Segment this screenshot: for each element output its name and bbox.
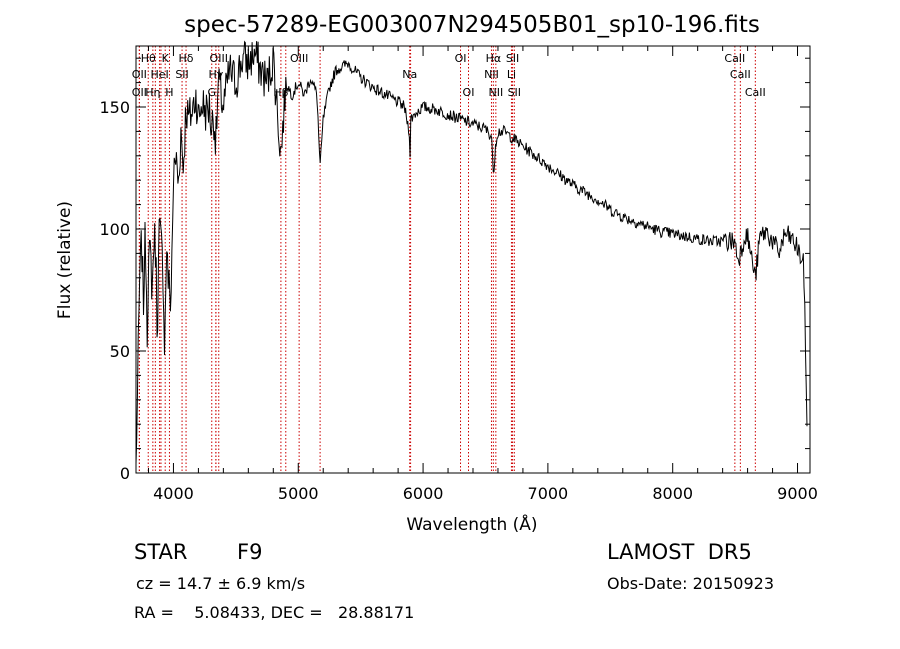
spectrum-line — [135, 40, 808, 464]
line-label: Hη — [145, 86, 160, 99]
line-label: OI — [463, 86, 475, 99]
coordinates: RA = 5.08433, DEC = 28.88171 — [134, 603, 415, 622]
y-axis-ticks: 0 50 100 150 — [99, 57, 810, 483]
redshift-value: cz = 14.7 ± 6.9 km/s — [136, 574, 306, 593]
x-tick-label: 5000 — [278, 484, 319, 503]
line-label: CaII — [745, 86, 766, 99]
line-label: OI — [455, 52, 467, 65]
line-label: CaII — [730, 68, 751, 81]
line-label: Hθ — [141, 52, 156, 65]
line-label: K — [162, 52, 170, 65]
x-axis-label: Wavelength (Å) — [406, 513, 537, 535]
line-label: NII — [488, 86, 503, 99]
line-label: H — [165, 86, 173, 99]
x-tick-label: 8000 — [652, 484, 693, 503]
line-label: SII — [508, 86, 521, 99]
line-label: OIII — [290, 52, 308, 65]
plot-frame — [135, 45, 811, 474]
survey-name: LAMOST DR5 — [607, 540, 752, 564]
y-tick-label: 0 — [120, 464, 130, 483]
y-tick-label: 100 — [99, 220, 130, 239]
x-tick-label: 9000 — [777, 484, 818, 503]
line-label: SII — [506, 52, 519, 65]
line-label: Hγ — [208, 68, 223, 81]
line-label: SII — [175, 68, 188, 81]
observation-date: Obs-Date: 20150923 — [607, 574, 775, 593]
line-label: CaII — [724, 52, 745, 65]
line-label: Hδ — [179, 52, 194, 65]
spectral-line-markers — [138, 46, 756, 473]
line-label: HeI — [150, 68, 168, 81]
x-axis-ticks: 4000 5000 6000 7000 8000 9000 — [147, 46, 818, 503]
chart-title: spec-57289-EG003007N294505B01_sp10-196.f… — [184, 12, 760, 38]
line-label: OIII — [210, 52, 228, 65]
y-tick-label: 50 — [110, 342, 130, 361]
x-tick-label: 7000 — [528, 484, 569, 503]
line-label: Hα — [486, 52, 502, 65]
x-tick-label: 6000 — [403, 484, 444, 503]
object-class: STAR — [134, 540, 188, 564]
x-tick-label: 4000 — [153, 484, 194, 503]
object-subclass: F9 — [237, 540, 263, 564]
line-label: OII — [132, 68, 147, 81]
line-label: Li — [507, 68, 516, 81]
y-axis-label: Flux (relative) — [55, 201, 75, 319]
line-label: NII — [484, 68, 499, 81]
line-label: Na — [402, 68, 417, 81]
line-label: G — [207, 86, 216, 99]
y-tick-label: 150 — [99, 98, 130, 117]
